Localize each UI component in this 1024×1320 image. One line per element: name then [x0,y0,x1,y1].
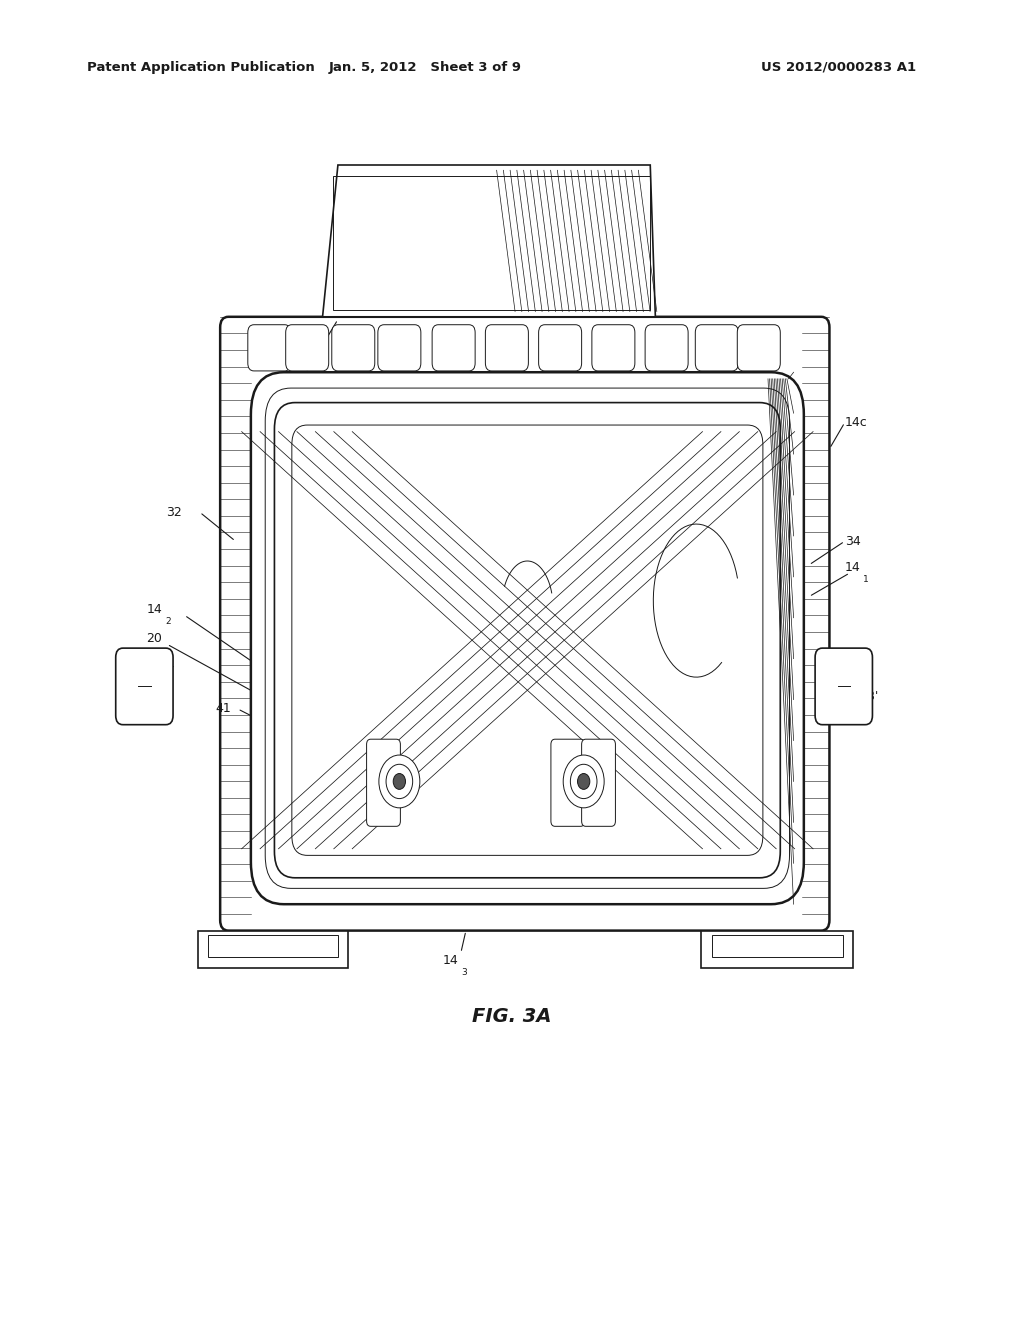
Circle shape [570,764,597,799]
Polygon shape [323,165,655,317]
Bar [712,935,843,957]
Text: 76: 76 [266,389,283,403]
FancyBboxPatch shape [737,325,780,371]
FancyBboxPatch shape [332,325,375,371]
Text: 41: 41 [215,702,230,715]
FancyBboxPatch shape [592,325,635,371]
Text: 14c: 14c [845,416,867,429]
Text: Jan. 5, 2012   Sheet 3 of 9: Jan. 5, 2012 Sheet 3 of 9 [329,61,521,74]
FancyBboxPatch shape [695,325,738,371]
FancyBboxPatch shape [220,317,829,931]
FancyBboxPatch shape [251,372,804,904]
Text: FIG. 3A: FIG. 3A [472,1007,552,1026]
Text: 43: 43 [326,742,341,755]
Text: 20': 20' [116,660,135,673]
Text: 2: 2 [165,618,170,626]
Bar [701,931,853,968]
Circle shape [379,755,420,808]
Text: 18: 18 [845,657,861,671]
FancyBboxPatch shape [645,325,688,371]
FancyBboxPatch shape [378,325,421,371]
Text: 20: 20 [146,632,163,645]
Bar [208,935,338,957]
FancyBboxPatch shape [274,403,780,878]
FancyBboxPatch shape [432,325,475,371]
FancyBboxPatch shape [116,648,173,725]
Circle shape [578,774,590,789]
Text: 4: 4 [623,180,628,187]
Circle shape [386,764,413,799]
FancyBboxPatch shape [582,739,615,826]
FancyBboxPatch shape [286,325,329,371]
FancyBboxPatch shape [367,739,400,826]
Text: 14: 14 [442,954,458,968]
FancyBboxPatch shape [248,325,291,371]
Text: 14: 14 [845,561,860,574]
Text: 34: 34 [845,535,860,548]
FancyBboxPatch shape [551,739,585,826]
Bar [333,176,650,310]
Text: 1: 1 [863,576,869,583]
Circle shape [563,755,604,808]
Circle shape [393,774,406,789]
Text: 32: 32 [166,506,181,519]
FancyBboxPatch shape [292,425,763,855]
Text: 14: 14 [146,603,162,616]
Text: 14: 14 [604,165,620,178]
Text: 18': 18' [860,690,880,704]
Text: Patent Application Publication: Patent Application Publication [87,61,314,74]
FancyBboxPatch shape [485,325,528,371]
Text: US 2012/0000283 A1: US 2012/0000283 A1 [762,61,916,74]
Text: 3: 3 [461,969,467,977]
FancyBboxPatch shape [539,325,582,371]
FancyBboxPatch shape [815,648,872,725]
Bar [198,931,348,968]
